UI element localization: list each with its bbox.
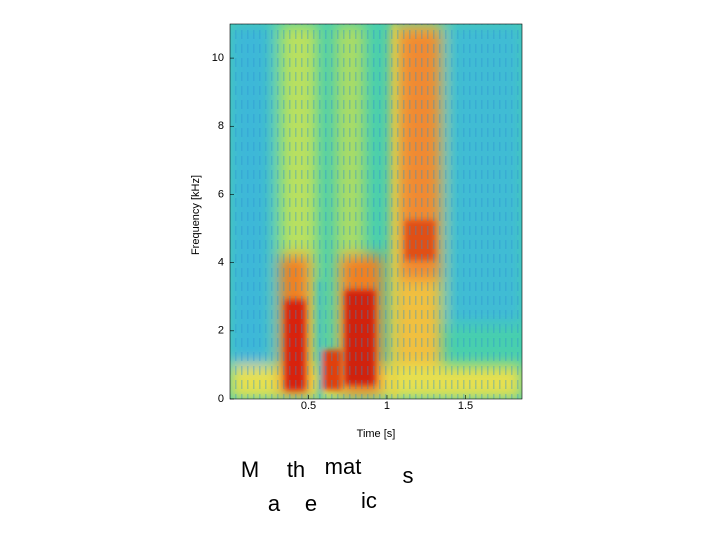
y-tick-label: 2: [218, 325, 224, 337]
y-tick-label: 0: [218, 393, 224, 405]
x-tick-label: 1: [384, 400, 390, 412]
y-tick-label: 10: [212, 52, 224, 64]
y-tick-label: 8: [218, 120, 224, 132]
y-tick-label: 4: [218, 257, 224, 269]
caption-fragment: ic: [361, 488, 377, 513]
caption-fragment: s: [403, 463, 414, 488]
caption-fragment: th: [287, 457, 305, 482]
caption-fragment: e: [305, 491, 317, 516]
y-tick-label: 6: [218, 188, 224, 200]
x-tick-label: 1.5: [458, 400, 473, 412]
spectrogram-image: [230, 24, 522, 399]
plot-frame: [229, 23, 523, 400]
y-axis-label: Frequency [kHz]: [190, 175, 202, 255]
caption-fragment: mat: [325, 454, 362, 479]
x-tick-label: 0.5: [301, 400, 316, 412]
caption-fragment: a: [268, 491, 281, 516]
x-axis-label: Time [s]: [357, 428, 396, 440]
caption-fragment: M: [241, 457, 259, 482]
